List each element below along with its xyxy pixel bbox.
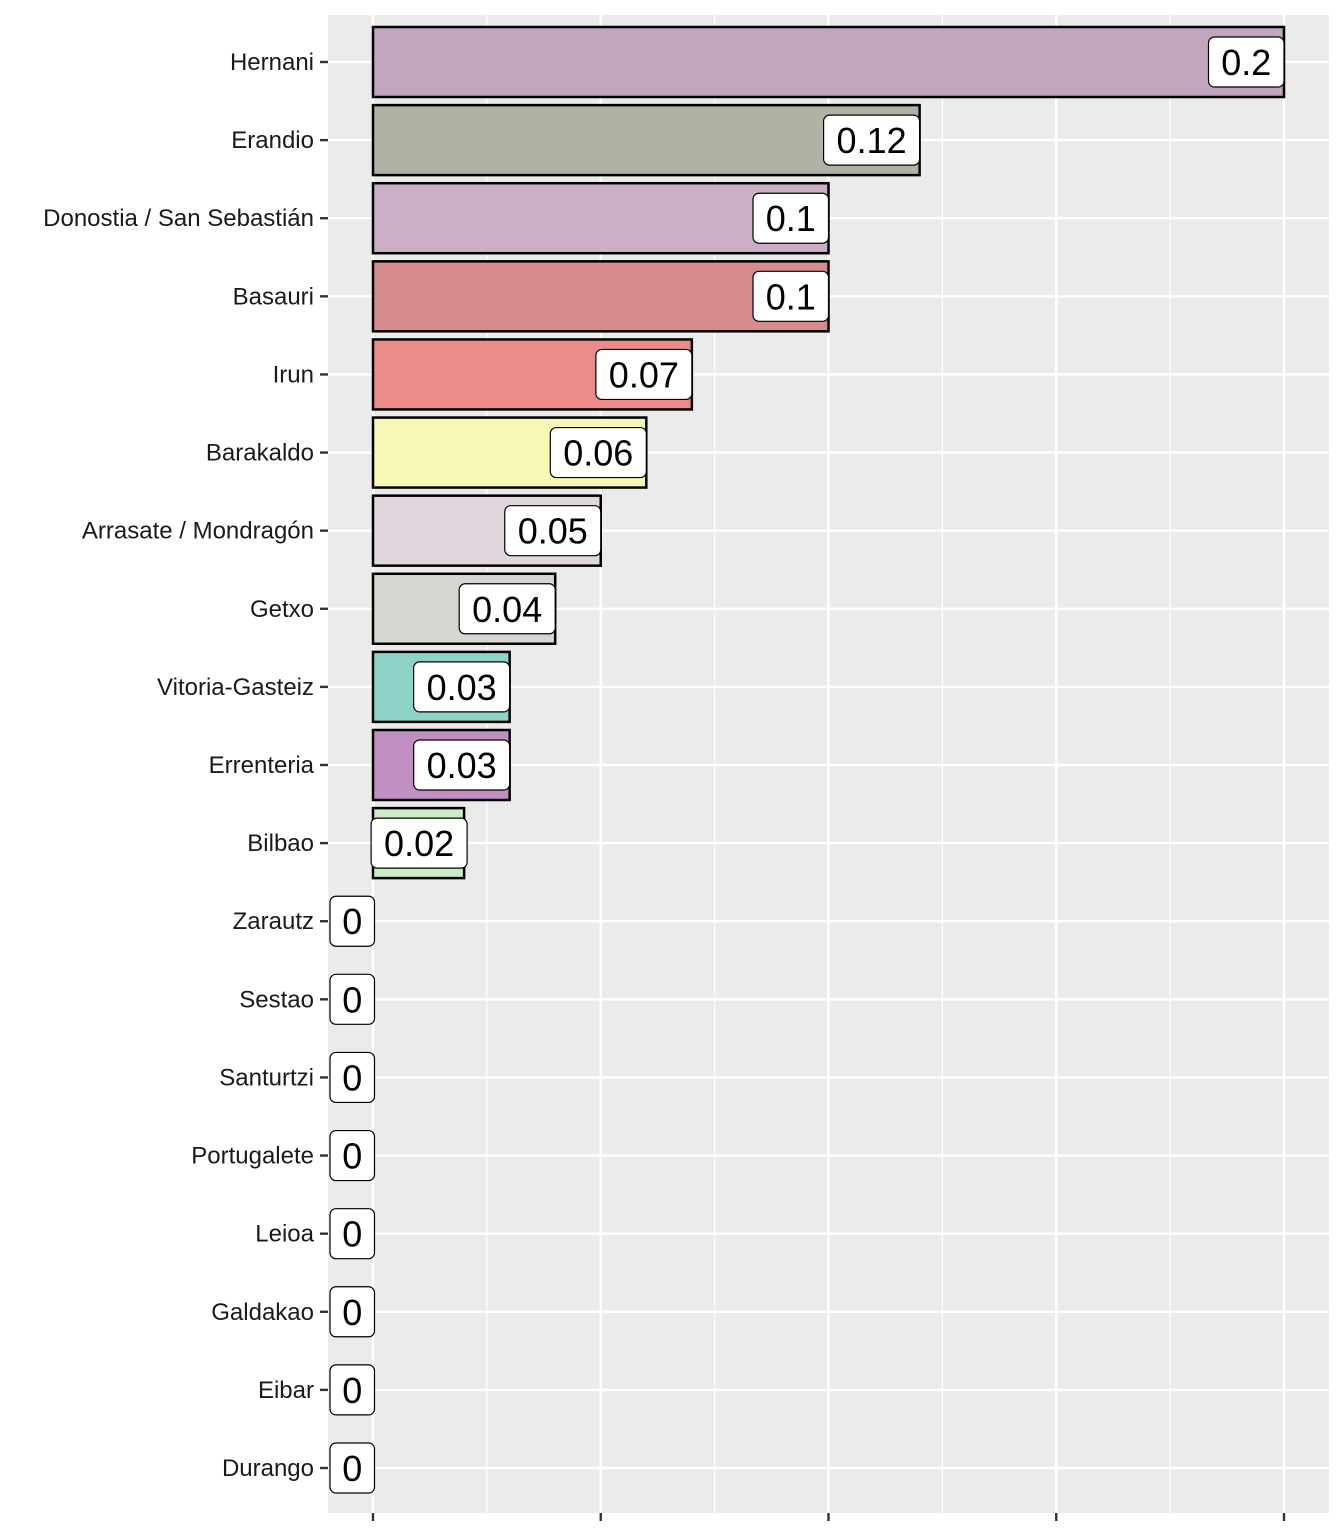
y-tick-label: Bilbao — [247, 830, 314, 857]
data-labels: 0.2 0.12 0.1 0.1 0.07 0.06 0.05 0.04 0.03 0.03 0.0… — [329, 36, 1285, 1494]
data-label: 0.12 — [837, 120, 907, 161]
data-label-box — [329, 1129, 376, 1182]
data-label-box — [549, 426, 647, 479]
y-tick-label: Donostia / San Sebastián — [43, 205, 314, 232]
y-tick-label: Leioa — [255, 1221, 314, 1248]
data-label-box — [752, 192, 830, 244]
bar — [371, 25, 1286, 99]
y-tick-label: Arrasate / Mondragón — [82, 518, 314, 545]
data-label: 0 — [342, 1448, 362, 1489]
data-label: 0.06 — [563, 433, 633, 474]
data-label-box — [329, 1442, 376, 1494]
data-label-box — [458, 583, 556, 635]
data-label-box — [329, 1364, 376, 1416]
data-label-box — [413, 661, 511, 713]
data-label: 0 — [342, 1370, 362, 1411]
data-label-box — [752, 270, 830, 322]
y-tick-label: Zarautz — [233, 908, 314, 935]
y-tick-label: Durango — [222, 1455, 314, 1482]
data-label: 0 — [342, 1292, 362, 1333]
y-axis: Hernani Erandio Donostia / San Sebastián Ba… — [43, 49, 328, 1482]
data-label: 0 — [342, 979, 362, 1020]
data-label: 0 — [342, 1136, 362, 1177]
data-label: 0.1 — [766, 198, 816, 239]
x-axis — [371, 1513, 1286, 1521]
y-tick-label: Barakaldo — [206, 440, 314, 467]
data-label-box — [329, 973, 376, 1025]
data-label-box — [329, 1286, 376, 1338]
data-label-box — [504, 505, 602, 557]
data-label: 0.2 — [1221, 42, 1271, 83]
y-tick-label: Hernani — [230, 49, 314, 76]
y-tick-label: Getxo — [250, 596, 314, 623]
data-label-box — [329, 1208, 376, 1260]
y-tick-label: Vitoria-Gasteiz — [157, 674, 314, 701]
data-label: 0.07 — [609, 354, 679, 395]
data-label: 0.04 — [472, 589, 542, 630]
data-label-box — [370, 817, 468, 869]
data-label-box — [595, 348, 693, 401]
data-label: 0.03 — [427, 745, 497, 786]
y-tick-label: Sestao — [239, 986, 314, 1013]
y-tick-label: Irun — [273, 361, 314, 388]
data-label: 0.05 — [518, 511, 588, 552]
y-tick-label: Errenteria — [209, 752, 315, 779]
y-tick-label: Portugalete — [191, 1143, 314, 1170]
data-label: 0.1 — [766, 276, 816, 317]
y-tick-label: Erandio — [231, 127, 314, 154]
data-label-box — [329, 895, 376, 947]
y-tick-label: Basauri — [233, 283, 314, 310]
data-label: 0 — [342, 1214, 362, 1255]
y-tick-label: Galdakao — [211, 1299, 314, 1326]
data-label: 0 — [342, 1057, 362, 1098]
y-tick-label: Eibar — [258, 1377, 314, 1404]
data-label-box — [329, 1051, 376, 1104]
y-tick-label: Santurtzi — [219, 1064, 314, 1091]
data-label-box — [413, 739, 511, 791]
data-label-box — [1207, 36, 1285, 88]
data-label: 0.02 — [384, 823, 454, 864]
data-label: 0.03 — [427, 667, 497, 708]
data-label: 0 — [342, 901, 362, 942]
data-label-box — [822, 114, 921, 166]
